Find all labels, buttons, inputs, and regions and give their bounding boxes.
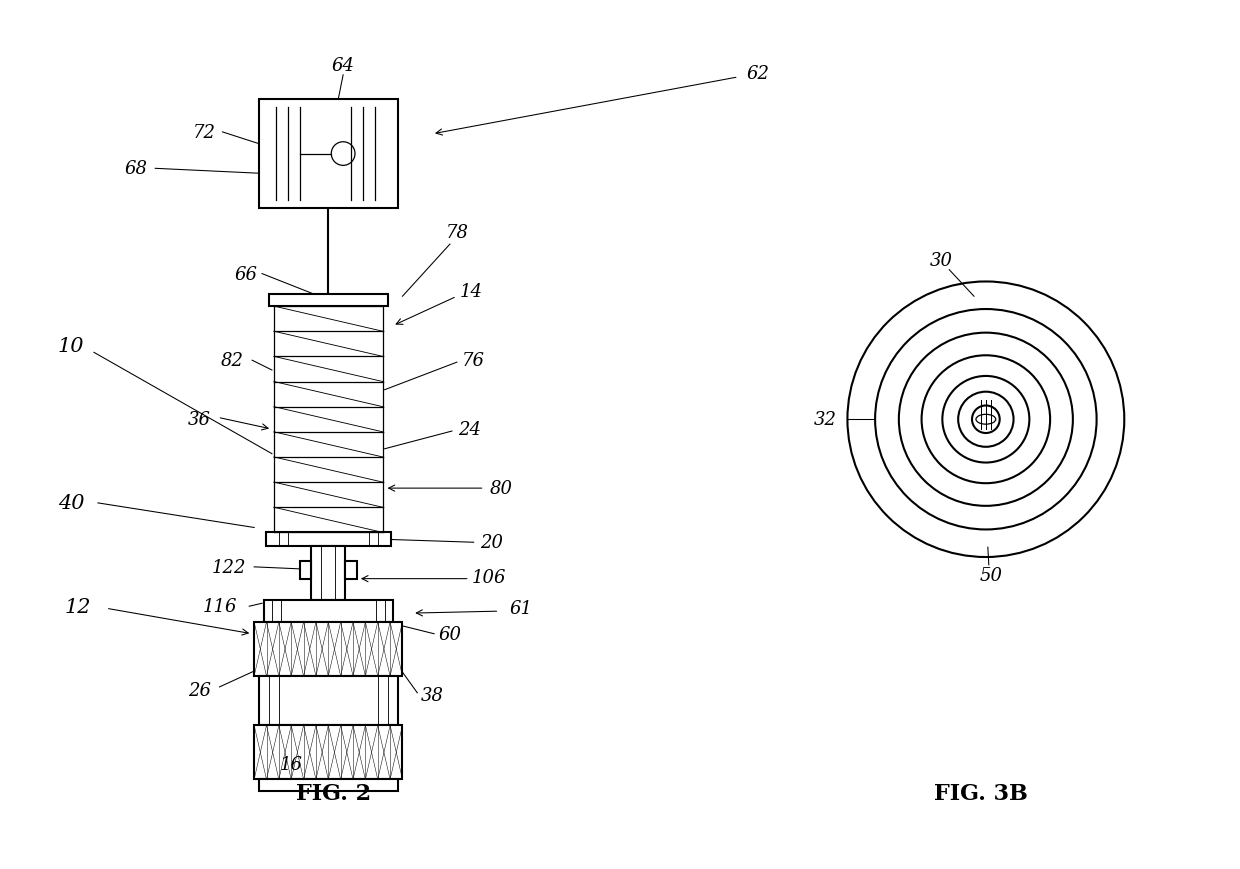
Text: 106: 106 <box>472 568 507 586</box>
Text: 116: 116 <box>202 598 237 615</box>
Text: 122: 122 <box>212 558 247 576</box>
Text: 40: 40 <box>58 494 84 513</box>
Text: FIG. 2: FIG. 2 <box>295 782 371 804</box>
Bar <box>267 533 391 547</box>
Bar <box>300 561 311 579</box>
Bar <box>269 295 388 307</box>
Text: 76: 76 <box>463 352 485 370</box>
Text: 61: 61 <box>510 600 533 618</box>
Text: 60: 60 <box>439 625 461 643</box>
Text: 32: 32 <box>815 411 837 428</box>
Text: 80: 80 <box>490 480 513 498</box>
Text: 30: 30 <box>930 251 952 269</box>
Text: 68: 68 <box>124 160 148 178</box>
Text: 36: 36 <box>188 411 211 428</box>
Text: 82: 82 <box>221 352 244 370</box>
Text: 24: 24 <box>459 421 481 439</box>
Bar <box>311 547 345 600</box>
Bar <box>259 100 398 209</box>
Text: 10: 10 <box>58 336 84 355</box>
Text: 64: 64 <box>331 57 355 75</box>
Text: 12: 12 <box>64 597 92 616</box>
Text: 20: 20 <box>480 534 503 552</box>
Bar <box>259 676 398 726</box>
Text: FIG. 3B: FIG. 3B <box>934 782 1028 804</box>
Text: 62: 62 <box>746 65 770 83</box>
Text: 16: 16 <box>280 755 304 773</box>
Text: 14: 14 <box>460 283 484 301</box>
Bar <box>264 600 393 622</box>
Bar <box>345 561 357 579</box>
Text: 26: 26 <box>188 681 211 699</box>
Text: 50: 50 <box>980 566 1002 584</box>
Bar <box>259 779 398 792</box>
Bar <box>254 622 403 676</box>
Text: 78: 78 <box>445 224 469 242</box>
Text: 72: 72 <box>193 123 216 142</box>
Text: 38: 38 <box>420 686 444 704</box>
Text: 66: 66 <box>234 265 258 283</box>
Bar <box>254 726 403 779</box>
